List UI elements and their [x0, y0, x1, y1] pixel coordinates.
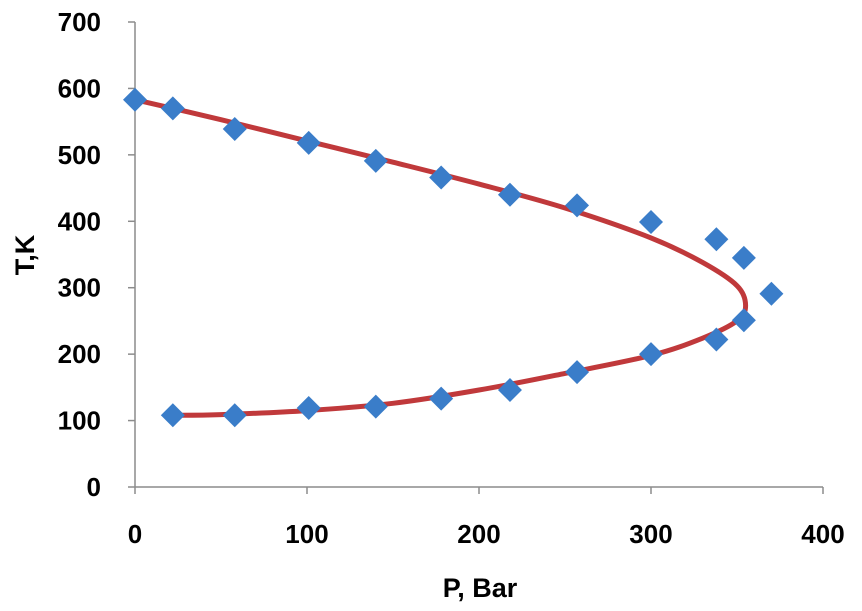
- y-tick-label: 0: [87, 472, 101, 502]
- fit-curve-layer: [132, 97, 749, 418]
- data-point-diamond: [296, 130, 321, 155]
- y-tick-label: 500: [58, 140, 101, 170]
- data-point-diamond: [731, 245, 756, 270]
- data-point-diamond: [759, 281, 784, 306]
- y-axis-title: T,K: [10, 234, 40, 275]
- y-tick-label: 100: [58, 406, 101, 436]
- data-point-diamond: [704, 327, 729, 352]
- data-point-diamond: [160, 403, 185, 428]
- data-point-diamond: [639, 209, 663, 234]
- data-point-diamond: [704, 227, 729, 252]
- y-tick-label: 600: [58, 73, 101, 103]
- data-point-diamond: [565, 193, 590, 218]
- data-point-diamond: [497, 182, 522, 207]
- data-point-diamond: [160, 96, 185, 121]
- data-point-diamond: [222, 403, 247, 428]
- y-tick-label: 400: [58, 206, 101, 236]
- y-axis-ticks: 0 100 200 300 400 500 600 700: [58, 7, 135, 502]
- y-tick-label: 300: [58, 273, 101, 303]
- data-point-diamond: [363, 394, 388, 419]
- x-axis-title: P, Bar: [443, 573, 518, 603]
- y-tick-label: 700: [58, 7, 101, 37]
- data-point-diamond: [222, 116, 247, 141]
- data-point-diamond: [123, 87, 147, 112]
- x-tick-label: 100: [285, 519, 328, 549]
- data-points-layer: [123, 87, 784, 428]
- fit-curve: [132, 97, 749, 418]
- x-tick-label: 300: [629, 519, 672, 549]
- y-tick-label: 200: [58, 339, 101, 369]
- x-axis-ticks: 0 100 200 300 400: [128, 487, 845, 549]
- x-tick-label: 400: [801, 519, 844, 549]
- x-tick-label: 0: [128, 519, 142, 549]
- data-point-diamond: [363, 148, 388, 173]
- data-point-diamond: [497, 378, 522, 403]
- data-point-diamond: [296, 395, 321, 420]
- x-tick-label: 200: [457, 519, 500, 549]
- data-point-diamond: [429, 165, 454, 190]
- data-point-diamond: [565, 360, 590, 385]
- data-point-diamond: [639, 342, 663, 367]
- data-point-diamond: [731, 308, 756, 333]
- data-point-diamond: [429, 386, 454, 411]
